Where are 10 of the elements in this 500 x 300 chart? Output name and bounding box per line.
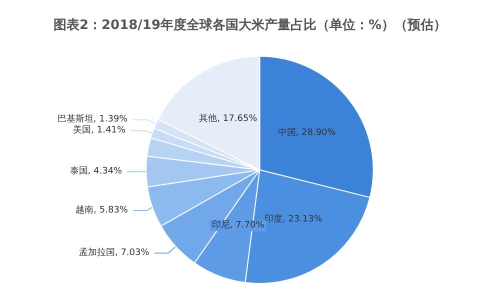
slice-label: 泰国, 4.34% — [70, 166, 123, 177]
slice-label: 越南, 5.83% — [76, 204, 128, 216]
chart-title: 图表2：2018/19年度全球各国大米产量占比（单位：%）（预估） — [53, 17, 447, 33]
slice-label: 孟加拉国, 7.03% — [78, 247, 150, 258]
slice-label: 巴基斯坦, 1.39% — [57, 114, 128, 125]
slice-label: 印度, 23.13% — [264, 213, 323, 224]
slice-label: 其他, 17.65% — [199, 113, 258, 124]
slice-label: 中国, 28.90% — [278, 127, 336, 138]
slice-label: 印尼, 7.70% — [212, 220, 265, 231]
slice-label: 美国, 1.41% — [73, 124, 126, 136]
